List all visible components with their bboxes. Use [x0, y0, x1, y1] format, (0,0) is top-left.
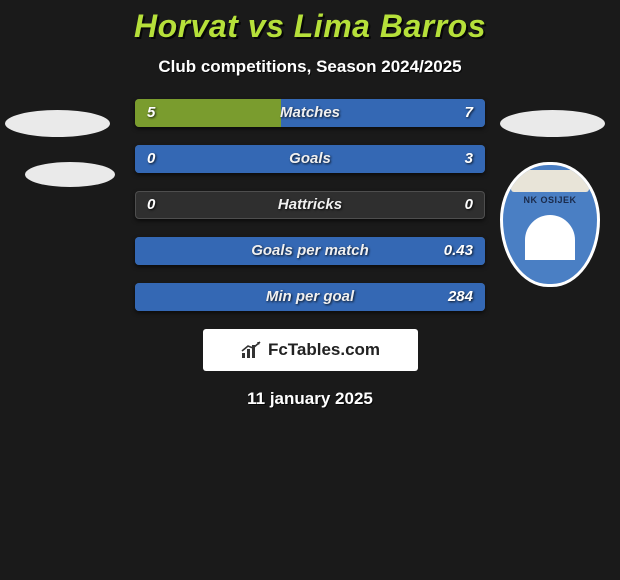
crest-arch — [525, 215, 575, 260]
stat-label: Goals — [135, 145, 485, 173]
stat-row: Min per goal284 — [135, 283, 485, 311]
comparison-title: Horvat vs Lima Barros — [0, 0, 620, 45]
stat-value-right: 0 — [465, 191, 473, 219]
placeholder-ellipse — [5, 110, 110, 137]
stat-row: Matches5 7 — [135, 99, 485, 127]
stat-row: Goals per match0.43 — [135, 237, 485, 265]
stat-value-right: 284 — [448, 283, 473, 311]
player-left-badge — [5, 110, 115, 240]
chart-icon — [240, 341, 262, 359]
crest-banner — [511, 170, 589, 192]
stat-label: Min per goal — [135, 283, 485, 311]
snapshot-date: 11 january 2025 — [0, 389, 620, 409]
attribution-text: FcTables.com — [268, 340, 380, 360]
crest-text: NK OSIJEK — [503, 195, 597, 205]
stat-value-right: 0.43 — [444, 237, 473, 265]
placeholder-ellipse — [25, 162, 115, 187]
club-crest: NK OSIJEK — [500, 162, 600, 287]
stat-value-right: 3 — [465, 145, 473, 173]
stat-label: Matches — [135, 99, 485, 127]
stats-bars: Matches57Goals03Hattricks00Goals per mat… — [135, 99, 485, 311]
comparison-subtitle: Club competitions, Season 2024/2025 — [0, 57, 620, 77]
stat-value-right: 7 — [465, 99, 473, 127]
stat-value-left: 5 — [147, 99, 155, 127]
stat-row: Hattricks0 0 — [135, 191, 485, 219]
stat-label: Goals per match — [135, 237, 485, 265]
attribution-badge: FcTables.com — [203, 329, 418, 371]
player-right-badge: NK OSIJEK — [500, 110, 610, 240]
stat-value-left: 0 — [147, 191, 155, 219]
stat-row: Goals0 3 — [135, 145, 485, 173]
placeholder-ellipse — [500, 110, 605, 137]
stat-value-left: 0 — [147, 145, 155, 173]
stat-label: Hattricks — [135, 191, 485, 219]
